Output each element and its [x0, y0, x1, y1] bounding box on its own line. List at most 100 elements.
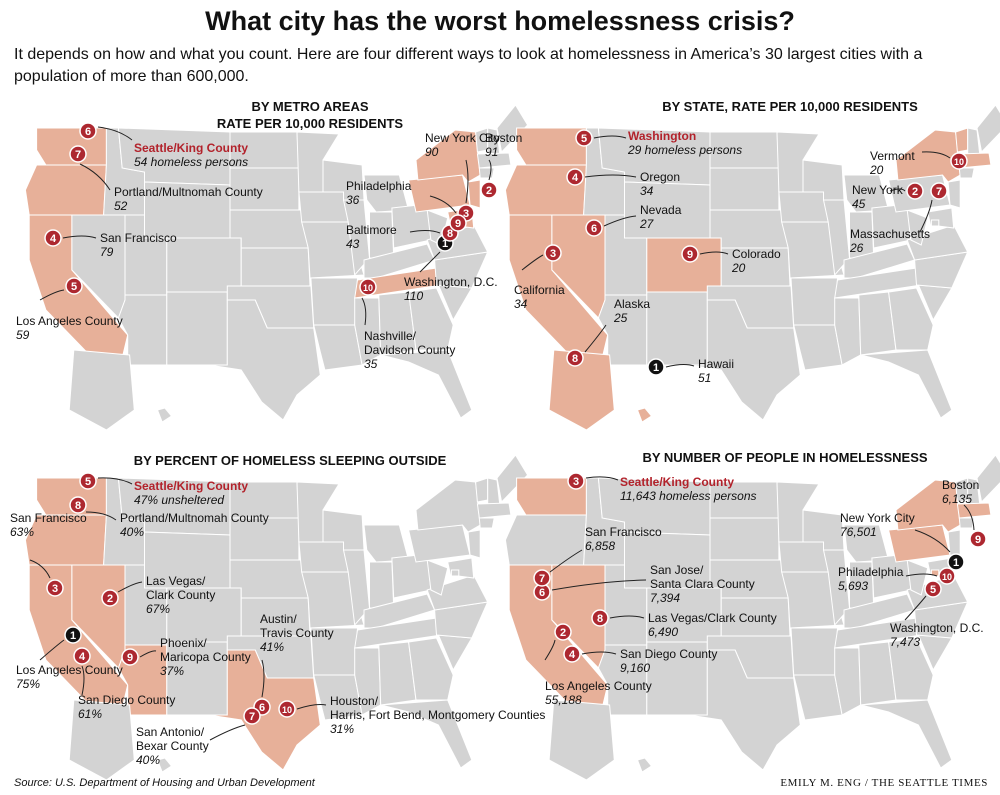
rank-marker-dot: [554, 623, 572, 641]
leader-line: [62, 235, 97, 239]
city-value: 35: [364, 357, 378, 371]
leader-line: [585, 476, 619, 481]
city-label: California 34: [514, 283, 565, 311]
state-me: [976, 454, 1000, 504]
city-name-line: Washington: [628, 129, 696, 143]
city-label: Washington, D.C. 110: [404, 275, 498, 303]
state-ak: [548, 699, 615, 781]
leader-line: [209, 724, 246, 741]
state-ma: [476, 152, 512, 169]
panel-title-line: BY METRO AREAS: [251, 99, 369, 114]
city-name-line: Los Angeles County: [16, 314, 123, 328]
state-ny: [415, 129, 481, 183]
rank-marker: 10: [938, 567, 956, 585]
city-value: 6,858: [585, 539, 615, 553]
state-mo: [781, 221, 845, 279]
state-dc: [930, 219, 940, 227]
rank-marker-dot: [950, 152, 968, 170]
rank-number: 9: [455, 218, 461, 230]
city-name-line: New York City: [425, 131, 500, 145]
panel-title-state: BY STATE, RATE PER 10,000 RESIDENTS: [620, 98, 960, 115]
state-fl: [380, 699, 473, 769]
panel-title-line: BY PERCENT OF HOMELESS SLEEPING OUTSIDE: [133, 453, 447, 468]
state-co: [646, 237, 722, 293]
state-ia: [778, 191, 829, 223]
rank-marker-dot: [938, 567, 956, 585]
rank-marker: 9: [449, 214, 467, 232]
rank-marker: 1: [64, 626, 82, 644]
rank-number: 6: [539, 587, 545, 599]
rank-marker-dot: [73, 647, 91, 665]
city-value: 27: [639, 217, 655, 231]
rank-marker: 2: [554, 623, 572, 641]
rank-number: 10: [282, 705, 292, 715]
city-name-line: Portland/Multnomah County: [120, 511, 269, 525]
leader-line: [79, 163, 111, 191]
city-name-line: Maricopa County: [160, 650, 251, 664]
city-label: Nashville/Davidson County 35: [364, 329, 455, 371]
city-name-line: San Diego County: [620, 647, 717, 661]
city-label: San Francisco 79: [100, 231, 177, 259]
city-name-line: Boston: [485, 131, 522, 145]
leader-line: [429, 195, 457, 214]
state-or: [504, 514, 587, 566]
city-label: San Jose/Santa Clara County 7,394: [650, 563, 755, 605]
rank-number: 2: [560, 627, 566, 639]
rank-number: 4: [50, 233, 57, 245]
city-value: 34: [640, 184, 654, 198]
city-label: Seattle/King County 54 homeless persons: [134, 141, 248, 169]
city-label: Washington 29 homeless persons: [627, 129, 742, 157]
rank-number: 10: [363, 283, 373, 293]
rank-number: 7: [249, 711, 255, 723]
rank-marker-dot: [101, 589, 119, 607]
state-sd: [709, 167, 780, 211]
state-ia: [778, 541, 829, 573]
rank-marker-dot: [79, 122, 97, 140]
city-value: 40%: [136, 753, 160, 767]
city-label: New York City 90: [425, 131, 500, 159]
rank-marker: 4: [44, 229, 62, 247]
us-map-panel-4: [504, 454, 1000, 781]
city-value: 6,490: [648, 625, 678, 639]
state-ne: [229, 209, 309, 249]
city-value: 79: [100, 245, 114, 259]
state-nj: [947, 179, 961, 209]
state-ak: [68, 699, 135, 781]
state-hi: [156, 757, 173, 773]
city-value: 7,394: [650, 591, 680, 605]
rank-number: 1: [70, 630, 76, 642]
state-ky: [843, 593, 916, 629]
city-value: 20: [869, 163, 884, 177]
state-la: [793, 324, 843, 371]
city-label: San Diego County 61%: [78, 693, 175, 721]
leader-line: [29, 559, 51, 579]
state-fl: [860, 349, 953, 419]
rank-marker-dot: [566, 168, 584, 186]
city-label: Seattle/King County 47% unsheltered: [134, 479, 248, 507]
city-label: San Antonio/Bexar County 40%: [136, 725, 209, 767]
city-label: Houston/Harris, Fort Bend, Montgomery Co…: [330, 694, 545, 736]
state-va: [906, 224, 969, 261]
rank-marker-dot: [575, 129, 593, 147]
rank-marker-dot: [591, 609, 609, 627]
city-label: Las Vegas/Clark County 6,490: [648, 611, 777, 639]
state-ms: [354, 297, 382, 366]
rank-marker: 7: [69, 145, 87, 163]
rank-marker-dot: [65, 277, 83, 295]
city-value: 55,188: [545, 693, 582, 707]
city-label: Los Angeles County 75%: [16, 663, 123, 691]
city-name-line: Houston/: [330, 694, 379, 708]
city-name-line: Davidson County: [364, 343, 455, 357]
rank-marker: 4: [73, 647, 91, 665]
city-label: Austin/Travis County 41%: [260, 612, 334, 654]
state-nm: [166, 291, 228, 366]
city-value: 36: [346, 193, 360, 207]
city-value: 6,135: [942, 492, 972, 506]
city-value: 61%: [78, 707, 102, 721]
state-la: [313, 324, 363, 371]
city-name-line: San Diego County: [78, 693, 175, 707]
rank-number: 7: [936, 186, 942, 198]
city-name-line: Colorado: [732, 247, 781, 261]
leader-line: [39, 289, 65, 301]
rank-marker-dot: [121, 648, 139, 666]
